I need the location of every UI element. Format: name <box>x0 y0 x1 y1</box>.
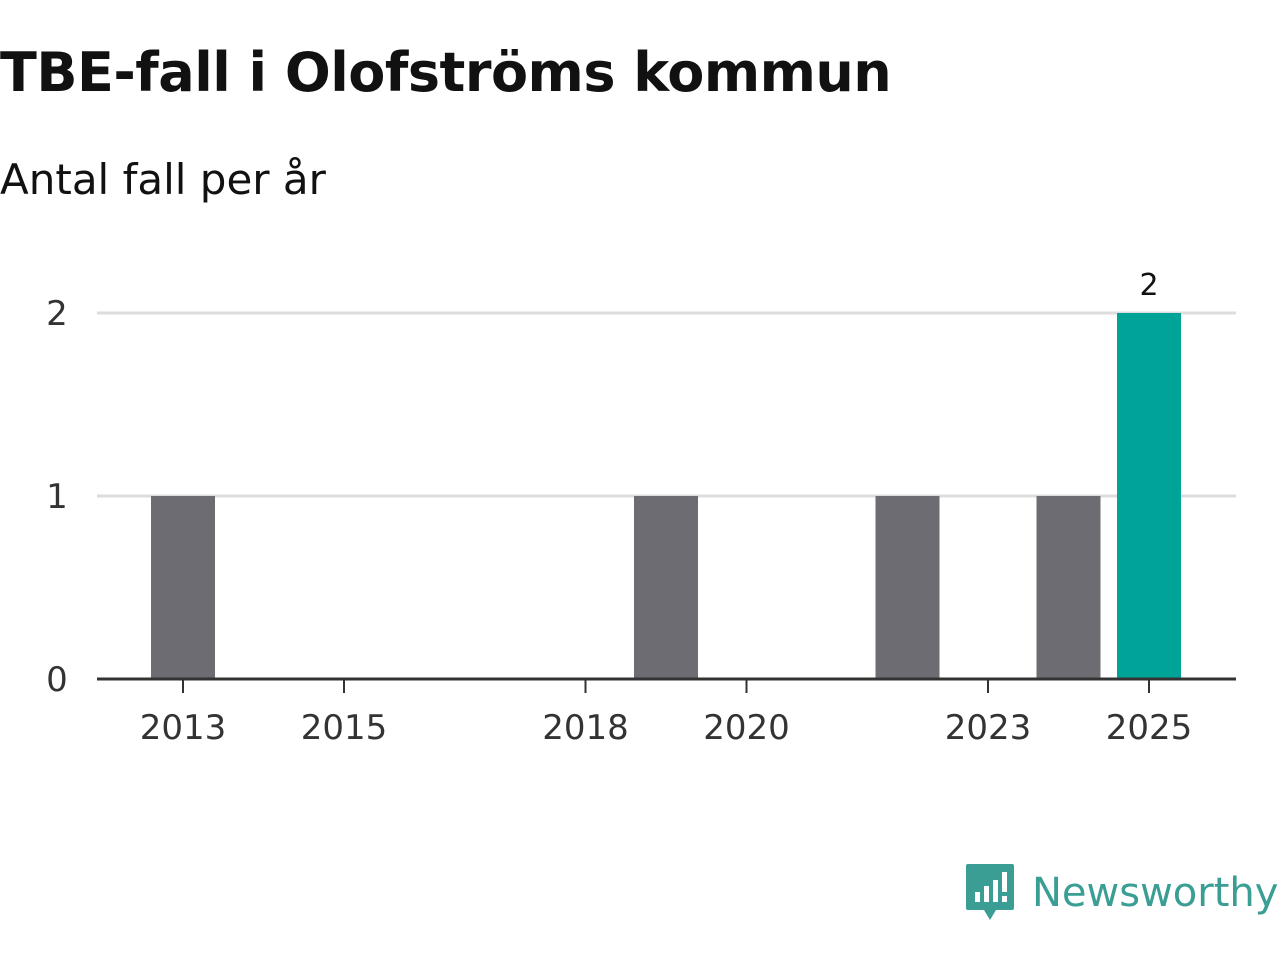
x-tick-label: 2023 <box>945 708 1032 748</box>
brand-name: Newsworthy <box>1032 870 1279 916</box>
bar-2013 <box>151 496 215 679</box>
x-tick-label: 2013 <box>140 708 227 748</box>
chart-title: TBE-fall i Olofströms kommun <box>0 41 892 104</box>
bar-2024 <box>1036 496 1101 679</box>
bars <box>151 313 1181 679</box>
y-tick-label: 0 <box>46 660 68 700</box>
brand-logo: Newsworthy <box>964 862 1278 924</box>
labels: 0 1 2 2013 2015 2018 2020 2023 2025 2 <box>46 268 1192 748</box>
data-label-2025: 2 <box>1139 268 1158 303</box>
x-tick-label: 2025 <box>1106 708 1193 748</box>
bar-2022 <box>875 496 940 679</box>
y-tick-label: 2 <box>46 294 68 334</box>
x-tick-label: 2018 <box>542 708 629 748</box>
x-tick-label: 2020 <box>703 708 790 748</box>
bar-2019 <box>634 496 698 679</box>
newsworthy-logo-icon <box>966 864 1014 920</box>
bar-2025 <box>1117 313 1181 679</box>
x-tick-label: 2015 <box>301 708 388 748</box>
axes <box>97 677 1236 693</box>
grid-lines <box>97 311 1236 498</box>
y-tick-label: 1 <box>46 477 68 517</box>
chart-subtitle: Antal fall per år <box>0 155 326 204</box>
